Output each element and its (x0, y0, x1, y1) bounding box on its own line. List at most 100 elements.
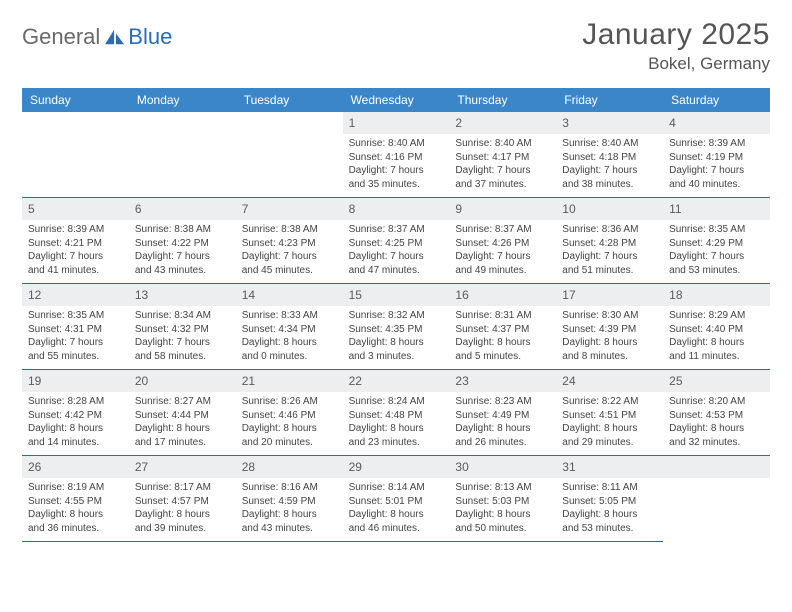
day-number: 1 (349, 116, 356, 130)
brand-logo: General Blue (22, 18, 172, 50)
weekday-header-cell: Sunday (22, 88, 129, 112)
calendar-cell: 23Sunrise: 8:23 AMSunset: 4:49 PMDayligh… (449, 370, 556, 456)
day-info: Sunrise: 8:30 AMSunset: 4:39 PMDaylight:… (562, 309, 657, 363)
calendar-cell: 15Sunrise: 8:32 AMSunset: 4:35 PMDayligh… (343, 284, 450, 370)
day-number: 29 (349, 460, 362, 474)
calendar-cell: 19Sunrise: 8:28 AMSunset: 4:42 PMDayligh… (22, 370, 129, 456)
day-number-row: 20 (129, 370, 236, 392)
calendar-cell: 9 Sunrise: 8:37 AMSunset: 4:26 PMDaylight… (449, 198, 556, 284)
calendar-cell: 6Sunrise: 8:38 AMSunset: 4:22 PMDaylight… (129, 198, 236, 284)
weekday-header-row: SundayMondayTuesdayWednesdayThursdayFrid… (22, 88, 770, 112)
day-number-row: 14 (236, 284, 343, 306)
day-number-row: 26 (22, 456, 129, 478)
day-number-row: 3 (556, 112, 663, 134)
calendar-cell: 22Sunrise: 8:24 AMSunset: 4:48 PMDayligh… (343, 370, 450, 456)
day-number-row: 27 (129, 456, 236, 478)
weekday-header-cell: Saturday (663, 88, 770, 112)
day-number: 5 (28, 202, 35, 216)
day-info: Sunrise: 8:38 AMSunset: 4:23 PMDaylight:… (242, 223, 337, 277)
calendar-cell: 8 Sunrise: 8:37 AMSunset: 4:25 PMDaylight… (343, 198, 450, 284)
day-number-row: 17 (556, 284, 663, 306)
calendar-page: General Blue January 2025 Bokel, Germany… (0, 0, 792, 552)
day-info: Sunrise: 8:14 AMSunset: 5:01 PMDaylight:… (349, 481, 444, 535)
day-info: Sunrise: 8:35 AMSunset: 4:29 PMDaylight:… (669, 223, 764, 277)
weekday-header-cell: Friday (556, 88, 663, 112)
calendar-cell (129, 112, 236, 198)
calendar-cell (663, 456, 770, 542)
day-info: Sunrise: 8:24 AMSunset: 4:48 PMDaylight:… (349, 395, 444, 449)
day-number-row: 29 (343, 456, 450, 478)
day-info: Sunrise: 8:16 AMSunset: 4:59 PMDaylight:… (242, 481, 337, 535)
calendar-cell: 12 Sunrise: 8:35 AMSunset: 4:31 PMDayligh… (22, 284, 129, 370)
day-info: Sunrise: 8:17 AMSunset: 4:57 PMDaylight:… (135, 481, 230, 535)
logo-sail-icon (104, 28, 126, 46)
calendar-cell: 28 Sunrise: 8:16 AMSunset: 4:59 PMDayligh… (236, 456, 343, 542)
calendar-cell: 14Sunrise: 8:33 AMSunset: 4:34 PMDayligh… (236, 284, 343, 370)
calendar-cell: 3 Sunrise: 8:40 AMSunset: 4:18 PMDaylight… (556, 112, 663, 198)
day-number: 10 (562, 202, 575, 216)
month-title: January 2025 (582, 18, 770, 52)
day-number: 28 (242, 460, 255, 474)
day-number: 16 (455, 288, 468, 302)
day-number-row: 18 (663, 284, 770, 306)
page-header: General Blue January 2025 Bokel, Germany (22, 18, 770, 74)
day-info: Sunrise: 8:40 AMSunset: 4:18 PMDaylight:… (562, 137, 657, 191)
day-info: Sunrise: 8:27 AMSunset: 4:44 PMDaylight:… (135, 395, 230, 449)
day-number-row: 12 (22, 284, 129, 306)
calendar-cell: 1 Sunrise: 8:40 AMSunset: 4:16 PMDaylight… (343, 112, 450, 198)
day-number: 21 (242, 374, 255, 388)
day-number-row: 8 (343, 198, 450, 220)
day-info: Sunrise: 8:29 AMSunset: 4:40 PMDaylight:… (669, 309, 764, 363)
day-number-row: 2 (449, 112, 556, 134)
day-number (669, 460, 672, 474)
day-info: Sunrise: 8:35 AMSunset: 4:31 PMDaylight:… (28, 309, 123, 363)
day-number: 4 (669, 116, 676, 130)
calendar-cell: 18 Sunrise: 8:29 AMSunset: 4:40 PMDayligh… (663, 284, 770, 370)
day-info: Sunrise: 8:40 AMSunset: 4:16 PMDaylight:… (349, 137, 444, 191)
day-number-row: 28 (236, 456, 343, 478)
day-number: 26 (28, 460, 41, 474)
day-info: Sunrise: 8:36 AMSunset: 4:28 PMDaylight:… (562, 223, 657, 277)
day-number-row: 25 (663, 370, 770, 392)
title-block: January 2025 Bokel, Germany (582, 18, 770, 74)
location-label: Bokel, Germany (582, 54, 770, 74)
day-info: Sunrise: 8:20 AMSunset: 4:53 PMDaylight:… (669, 395, 764, 449)
day-number-row: 15 (343, 284, 450, 306)
day-number-row: 10 (556, 198, 663, 220)
day-number: 12 (28, 288, 41, 302)
day-number-row: 9 (449, 198, 556, 220)
day-number-row: 30 (449, 456, 556, 478)
calendar-cell: 17 Sunrise: 8:30 AMSunset: 4:39 PMDayligh… (556, 284, 663, 370)
day-info: Sunrise: 8:22 AMSunset: 4:51 PMDaylight:… (562, 395, 657, 449)
brand-text-2: Blue (128, 24, 172, 50)
calendar-cell: 5 Sunrise: 8:39 AMSunset: 4:21 PMDaylight… (22, 198, 129, 284)
calendar-cell: 26 Sunrise: 8:19 AMSunset: 4:55 PMDayligh… (22, 456, 129, 542)
day-number: 31 (562, 460, 575, 474)
day-info: Sunrise: 8:37 AMSunset: 4:25 PMDaylight:… (349, 223, 444, 277)
day-info: Sunrise: 8:40 AMSunset: 4:17 PMDaylight:… (455, 137, 550, 191)
brand-text-1: General (22, 24, 100, 50)
day-info: Sunrise: 8:38 AMSunset: 4:22 PMDaylight:… (135, 223, 230, 277)
day-number: 15 (349, 288, 362, 302)
calendar-cell: 27 Sunrise: 8:17 AMSunset: 4:57 PMDayligh… (129, 456, 236, 542)
day-info: Sunrise: 8:34 AMSunset: 4:32 PMDaylight:… (135, 309, 230, 363)
day-number: 24 (562, 374, 575, 388)
day-number: 13 (135, 288, 148, 302)
day-number: 30 (455, 460, 468, 474)
day-info: Sunrise: 8:26 AMSunset: 4:46 PMDaylight:… (242, 395, 337, 449)
calendar-cell: 2 Sunrise: 8:40 AMSunset: 4:17 PMDaylight… (449, 112, 556, 198)
day-number: 25 (669, 374, 682, 388)
day-info: Sunrise: 8:37 AMSunset: 4:26 PMDaylight:… (455, 223, 550, 277)
calendar-cell (236, 112, 343, 198)
day-number: 9 (455, 202, 462, 216)
day-info: Sunrise: 8:19 AMSunset: 4:55 PMDaylight:… (28, 481, 123, 535)
day-number: 2 (455, 116, 462, 130)
weekday-header-cell: Monday (129, 88, 236, 112)
day-number: 3 (562, 116, 569, 130)
calendar-cell: 16Sunrise: 8:31 AMSunset: 4:37 PMDayligh… (449, 284, 556, 370)
day-number-row: 5 (22, 198, 129, 220)
day-number: 8 (349, 202, 356, 216)
calendar-cell (22, 112, 129, 198)
day-number-row: 7 (236, 198, 343, 220)
day-info: Sunrise: 8:39 AMSunset: 4:21 PMDaylight:… (28, 223, 123, 277)
